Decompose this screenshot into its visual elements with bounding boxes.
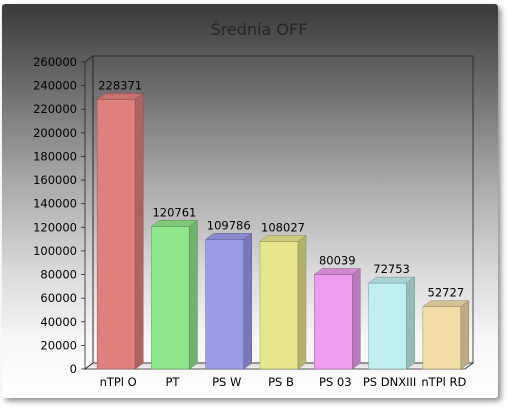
y-tick-label: 100000 bbox=[33, 244, 77, 258]
bar bbox=[367, 276, 416, 370]
x-tick-label: PT bbox=[165, 375, 180, 389]
data-label: 228371 bbox=[98, 78, 142, 92]
bar bbox=[150, 219, 199, 370]
y-tick-label: 60000 bbox=[40, 291, 77, 305]
bar bbox=[259, 234, 307, 370]
bar-side bbox=[189, 219, 198, 370]
x-axis-categories: nTPl O PT PS W PS B PS 03 PS DNXIII nTPl RD bbox=[100, 375, 467, 389]
y-axis-ticks: 0 20000 40000 60000 80000 100000 120000 140000 1… bbox=[33, 55, 85, 376]
bar bbox=[96, 92, 144, 370]
bar-top bbox=[422, 300, 470, 307]
bar bbox=[313, 267, 362, 370]
y-tick-label: 80000 bbox=[40, 268, 77, 282]
bar-top bbox=[96, 93, 144, 100]
x-tick-label: nTPl RD bbox=[421, 375, 466, 389]
data-label: 109786 bbox=[207, 218, 251, 232]
bar-front bbox=[314, 274, 353, 370]
bar-chart: Średnia OFF 0 20000 40000 60000 80000 100000 1… bbox=[33, 20, 475, 389]
data-label: 120761 bbox=[152, 205, 196, 219]
chart-frame: Średnia OFF 0 20000 40000 60000 80000 100000 1… bbox=[2, 4, 498, 398]
bar-top bbox=[313, 268, 362, 275]
bars bbox=[96, 92, 470, 370]
bar-front bbox=[368, 282, 407, 370]
bar-top bbox=[204, 233, 253, 240]
bar-top bbox=[367, 276, 416, 284]
bar-front bbox=[205, 239, 244, 370]
y-tick-label: 220000 bbox=[33, 102, 77, 116]
chart-title: Średnia OFF bbox=[211, 20, 308, 39]
bar-front bbox=[96, 99, 136, 370]
bar bbox=[204, 232, 253, 370]
bar-front bbox=[422, 306, 462, 370]
y-tick-label: 180000 bbox=[33, 149, 77, 163]
data-label: 108027 bbox=[261, 220, 305, 234]
x-tick-label: nTPl O bbox=[100, 375, 137, 389]
y-tick-label: 160000 bbox=[33, 173, 77, 187]
x-tick-label: PS 03 bbox=[319, 375, 352, 389]
bar-side bbox=[406, 276, 415, 370]
data-label: 52727 bbox=[428, 286, 465, 300]
bar-side bbox=[460, 300, 470, 370]
bar-side bbox=[243, 232, 252, 370]
y-tick-label: 0 bbox=[70, 362, 77, 376]
y-tick-label: 240000 bbox=[33, 79, 77, 93]
bar-front bbox=[259, 241, 299, 370]
y-tick-label: 200000 bbox=[33, 126, 77, 140]
data-labels: 228371 120761 109786 108027 80039 72753 52727 bbox=[98, 78, 464, 299]
y-tick-label: 140000 bbox=[33, 197, 77, 211]
bar-side bbox=[352, 267, 361, 370]
bar-side bbox=[134, 92, 144, 370]
y-tick-label: 20000 bbox=[40, 338, 77, 352]
bar bbox=[422, 300, 470, 370]
x-tick-label: PS W bbox=[212, 375, 241, 389]
bar-side bbox=[297, 234, 307, 370]
bar-top bbox=[150, 220, 199, 227]
bar-top bbox=[259, 235, 307, 242]
y-tick-label: 260000 bbox=[33, 55, 77, 69]
x-tick-label: PS B bbox=[268, 375, 294, 389]
y-tick-label: 120000 bbox=[33, 220, 77, 234]
data-label: 80039 bbox=[319, 253, 356, 267]
left-wall bbox=[84, 55, 94, 370]
x-tick-label: PS DNXIII bbox=[363, 375, 416, 389]
data-label: 72753 bbox=[373, 262, 410, 276]
bar-front bbox=[151, 226, 190, 370]
y-tick-label: 40000 bbox=[40, 315, 77, 329]
